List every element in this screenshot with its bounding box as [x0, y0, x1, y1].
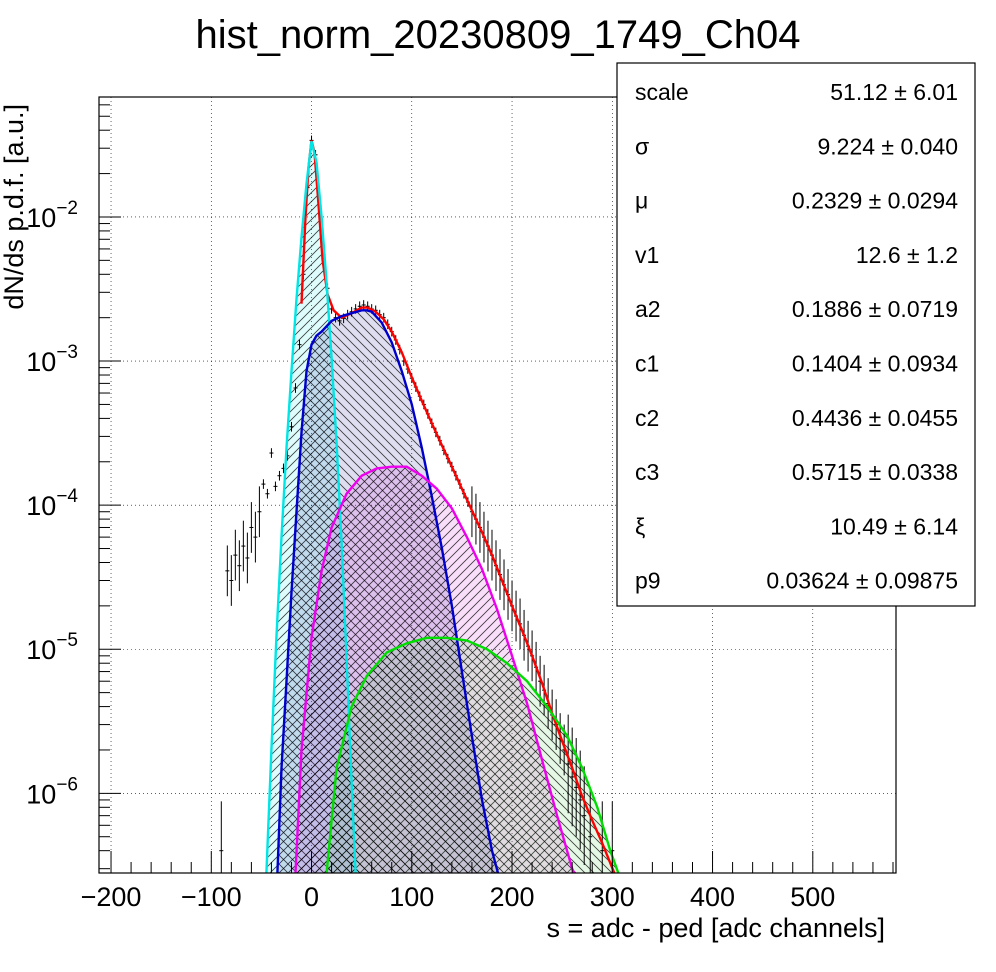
y-axis-label: dN/ds p.d.f. [a.u.] — [0, 104, 29, 310]
stat-name: μ — [635, 188, 648, 214]
y-tick-label: 10−3 — [26, 342, 78, 377]
stat-name: c3 — [635, 459, 659, 485]
stat-name: scale — [635, 79, 689, 105]
stat-value: 51.12 ± 6.01 — [830, 79, 958, 105]
y-tick-base: 10 — [26, 635, 56, 665]
y-tick-label: 10−2 — [26, 198, 78, 233]
x-tick-label: −100 — [181, 882, 242, 912]
x-tick-label: 0 — [304, 882, 319, 912]
x-tick-label: 400 — [690, 882, 735, 912]
fit-curves — [265, 140, 620, 874]
component-fills — [266, 141, 619, 874]
y-tick-base: 10 — [26, 491, 56, 521]
x-tick-label: 100 — [389, 882, 434, 912]
stat-value: 0.1886 ± 0.0719 — [792, 296, 958, 322]
stat-value: 0.5715 ± 0.0338 — [792, 459, 958, 485]
stat-value: 0.1404 ± 0.0934 — [792, 351, 958, 377]
fit-curve-4 — [325, 636, 620, 874]
y-tick-label: 10−5 — [26, 630, 78, 665]
fit-curve-0 — [300, 140, 616, 874]
x-axis: −200 −100 0 100 200 300 400 500 — [81, 851, 894, 912]
stat-name: σ — [635, 133, 649, 159]
stat-value: 9.224 ± 0.040 — [817, 133, 958, 159]
stat-name: ξ — [635, 513, 645, 539]
stat-value: 0.03624 ± 0.09875 — [766, 568, 958, 594]
stat-name: c1 — [635, 351, 659, 377]
fit-curve-2 — [276, 309, 500, 874]
x-axis-label: s = adc - ped [adc channels] — [547, 913, 885, 943]
stat-value: 0.2329 ± 0.0294 — [792, 188, 958, 214]
fit-curve-3 — [294, 465, 576, 874]
x-tick-label: 500 — [790, 882, 835, 912]
stat-name: v1 — [635, 242, 659, 268]
y-tick-exponent: −5 — [56, 630, 78, 651]
y-tick-exponent: −6 — [56, 774, 78, 795]
y-tick-base: 10 — [26, 203, 56, 233]
stat-value: 12.6 ± 1.2 — [856, 242, 958, 268]
stat-name: a2 — [635, 296, 661, 322]
x-tick-label: 200 — [490, 882, 535, 912]
x-tick-label: 300 — [590, 882, 635, 912]
y-tick-exponent: −2 — [56, 198, 78, 219]
stat-name: p9 — [635, 568, 661, 594]
stat-value: 0.4436 ± 0.0455 — [792, 405, 958, 431]
y-tick-label: 10−6 — [26, 774, 78, 809]
stat-name: c2 — [635, 405, 659, 431]
y-tick-exponent: −3 — [56, 342, 78, 363]
chart-title: hist_norm_20230809_1749_Ch04 — [196, 13, 801, 57]
y-tick-base: 10 — [26, 779, 56, 809]
component-hatch-4 — [326, 637, 619, 873]
stat-value: 10.49 ± 6.14 — [830, 513, 958, 539]
stats-box-frame — [616, 62, 976, 607]
stats-rows: scale 51.12 ± 6.01 σ 9.224 ± 0.040 μ 0.2329 ±… — [635, 79, 958, 594]
stats-box: scale 51.12 ± 6.01 σ 9.224 ± 0.040 μ 0.2329 ±… — [616, 62, 976, 607]
y-tick-label: 10−4 — [26, 486, 78, 521]
fit-curve-1 — [265, 141, 357, 874]
y-tick-base: 10 — [26, 347, 56, 377]
y-tick-exponent: −4 — [56, 486, 78, 507]
x-tick-label: −200 — [81, 882, 142, 912]
y-axis: 10−210−310−410−510−6 — [26, 104, 121, 870]
